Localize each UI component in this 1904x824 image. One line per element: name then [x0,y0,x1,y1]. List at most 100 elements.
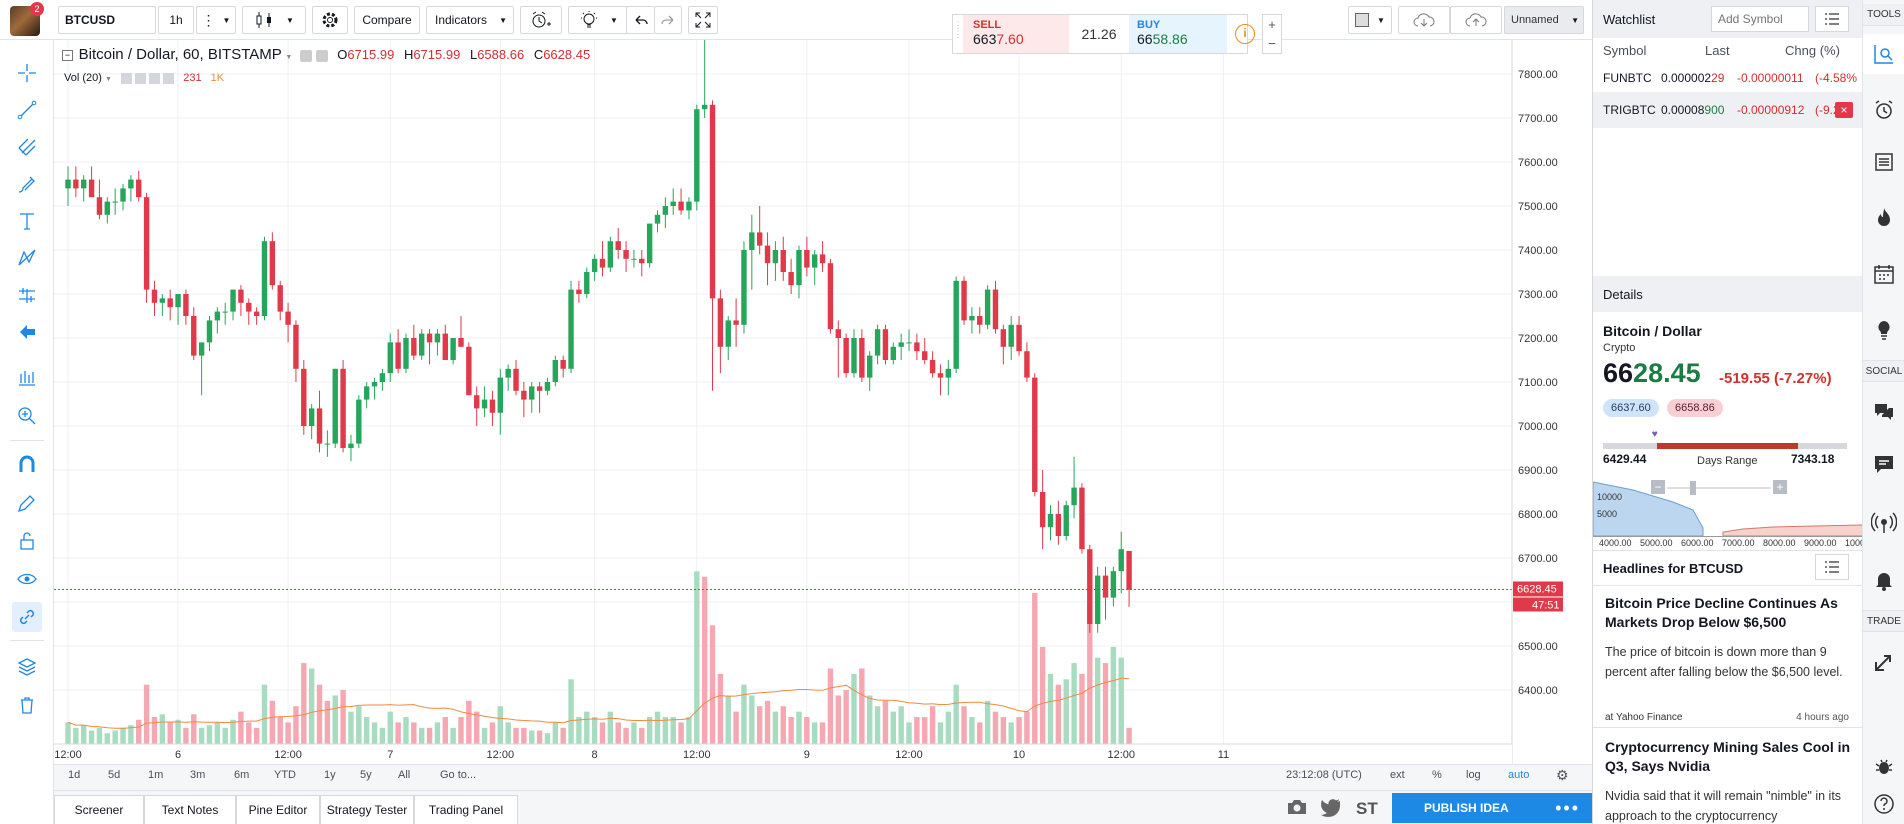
watchlist-row[interactable]: FUNBTC 0.00000229 -0.00000011 (-4.58% [1593,60,1863,96]
layout-button[interactable]: ▼ [1348,6,1392,34]
save-chart-button[interactable] [1450,6,1502,34]
volume-add-icon[interactable] [149,72,161,84]
timeframe-button[interactable]: 1d [68,769,81,781]
news-item[interactable]: Cryptocurrency Mining Sales Cool in Q3, … [1593,730,1863,824]
timeframe-button[interactable]: Go to... [440,769,477,781]
bottom-tab[interactable]: Strategy Tester [320,795,414,824]
publish-idea-button[interactable]: PUBLISH IDEA ••• [1392,793,1592,823]
zoom-tool[interactable] [12,401,42,431]
layout-name-button[interactable]: Unnamed ▼ [1504,6,1584,34]
timeframe-button[interactable]: 1y [324,769,336,781]
price-chart[interactable]: 7900.007800.007700.007600.007500.007400.… [54,40,1592,764]
ext-toggle[interactable]: ext [1390,769,1405,781]
text-tool[interactable] [12,206,42,236]
news-item[interactable]: Bitcoin Price Decline Continues As Marke… [1593,588,1863,728]
back-arrow-tool[interactable] [12,317,42,347]
timeframe-button[interactable]: YTD [274,769,296,781]
utc-clock[interactable]: 23:12:08 (UTC) [1286,769,1362,781]
watchlist-row[interactable]: TRIGBTC 0.00008900 -0.00000912 (-9.2% × [1593,92,1863,128]
bottom-tab[interactable]: Screener [54,795,144,824]
alerts-tab[interactable] [1863,90,1904,130]
chevron-down-icon[interactable]: ▼ [104,76,112,83]
bug-report-tab[interactable] [1863,746,1904,786]
volume-settings-icon[interactable] [120,72,132,84]
snapshot-button[interactable] [1286,797,1310,821]
minus-icon[interactable]: − [1268,36,1276,51]
avatar[interactable]: 2 [10,2,44,36]
remove-drawings-tool[interactable] [12,690,42,720]
scale-settings-icon[interactable]: ⚙ [1556,767,1569,783]
col-last[interactable]: Last [1705,42,1730,58]
collapse-legend-icon[interactable]: − [62,50,73,62]
volume-hide-icon[interactable] [135,72,147,84]
price-axis[interactable]: 7900.007800.007700.007600.007500.007400.… [1518,40,1558,697]
percent-toggle[interactable]: % [1432,769,1442,781]
magnet-tool[interactable] [12,450,42,480]
chart-style-button[interactable]: ▼ [242,6,306,34]
drag-handle-icon[interactable]: ⋮ ⋮ [953,20,963,39]
object-tree-tool[interactable] [12,652,42,682]
sell-button[interactable]: SELL 6637.60 [963,15,1069,53]
news-title[interactable]: Bitcoin Price Decline Continues As Marke… [1605,595,1838,630]
depth-slider-thumb[interactable] [1690,481,1696,495]
redo-button[interactable] [654,6,682,34]
hide-drawings-tool[interactable] [12,564,42,594]
volume-remove-icon[interactable] [163,72,175,84]
col-symbol[interactable]: Symbol [1603,42,1647,58]
streams-tab[interactable] [1863,504,1904,544]
plus-icon[interactable]: + [1268,17,1276,32]
timeframe-button[interactable]: 6m [234,769,250,781]
bottom-tab[interactable]: Text Notes [144,795,236,824]
hotlists-tab[interactable] [1863,198,1904,238]
depth-zoom-minus[interactable] [1651,480,1665,494]
crosshair-tool[interactable] [12,58,42,88]
calendar-tab[interactable] [1863,254,1904,294]
sync-drawings-tool[interactable] [12,602,42,632]
stocktwits-button[interactable]: ST [1356,799,1378,818]
more-options-icon[interactable]: ••• [1555,798,1580,818]
log-toggle[interactable]: log [1466,769,1481,781]
legend-eye-icon[interactable] [315,49,328,62]
compare-button[interactable]: Compare [354,6,420,34]
chart-canvas[interactable]: 7900.007800.007700.007600.007500.007400.… [54,40,1592,764]
bottom-tab[interactable]: Trading Panel [414,795,518,824]
trend-line-tool[interactable] [12,95,42,125]
alert-button[interactable] [520,6,562,34]
forecast-tool[interactable] [12,362,42,392]
tweet-button[interactable] [1320,797,1344,821]
ideas-tab[interactable] [1863,310,1904,350]
lock-tool[interactable] [12,526,42,556]
indicators-button[interactable]: Indicators ▼ [426,6,514,34]
buy-button[interactable]: BUY 6658.86 [1129,15,1227,53]
chevron-down-icon[interactable]: ▼ [285,54,293,61]
col-change[interactable]: Chng (%) [1785,42,1840,58]
undo-button[interactable] [626,6,654,34]
legend-settings-icon[interactable] [299,49,312,62]
notifications-tab[interactable] [1863,560,1904,600]
data-window-tab[interactable] [1863,142,1904,182]
add-symbol-input[interactable] [1711,6,1809,32]
timeframe-button[interactable]: 5d [108,769,121,781]
timeframe-button[interactable]: 1m [148,769,164,781]
symbol-search-input[interactable]: BTCUSD [58,6,156,34]
measure-tool[interactable] [12,280,42,310]
chats-tab[interactable] [1863,392,1904,432]
pitchfork-tool[interactable] [12,132,42,162]
private-chats-tab[interactable] [1863,444,1904,484]
load-chart-button[interactable] [1398,6,1450,34]
trading-tab[interactable] [1863,642,1904,682]
brush-tool[interactable] [12,169,42,199]
timeframe-button[interactable]: All [398,769,411,781]
interval-menu-button[interactable]: ⋮ ▼ [196,6,236,34]
timeframe-button[interactable]: 3m [190,769,206,781]
settings-button[interactable] [312,6,348,34]
interval-button[interactable]: 1h [158,6,194,34]
ideas-button[interactable]: ▼ [568,6,630,34]
bottom-tab[interactable]: Pine Editor [236,795,320,824]
time-axis[interactable]: 12:00 6 12:00 7 12:00 8 12:00 9 12:00 10 12:00 11 [54,749,1229,761]
watchlist-menu-button[interactable] [1815,6,1849,32]
timeframe-button[interactable]: 5y [360,769,372,781]
fullscreen-button[interactable] [688,6,718,34]
stay-drawing-tool[interactable] [12,488,42,518]
market-depth-chart[interactable]: − + [1593,478,1863,536]
